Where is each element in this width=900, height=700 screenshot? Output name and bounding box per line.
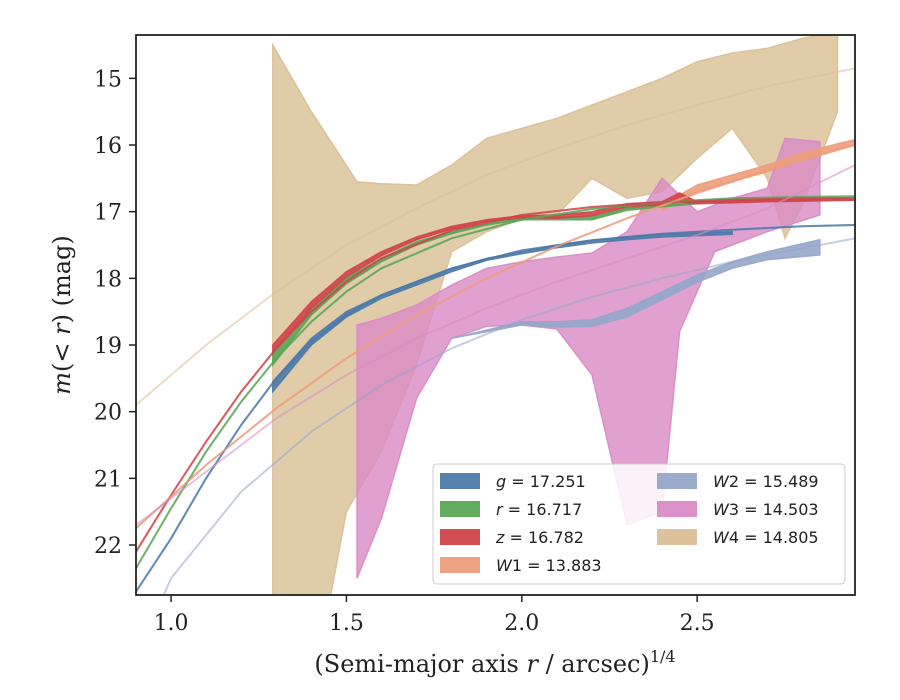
y-axis: 15 16 17 18 19 20 21 22 [94, 67, 136, 559]
fit-line-w4 [136, 67, 855, 406]
y-tick-label: 21 [94, 467, 122, 492]
x-axis-label: (Semi-major axis r / arcsec)1/4 [314, 647, 675, 678]
y-tick-label: 18 [94, 267, 122, 292]
fit-line-z [136, 197, 855, 553]
legend: g = 17.251 r = 16.717 z = 16.782 W1 = 13.88… [432, 463, 846, 585]
y-tick-label: 16 [94, 134, 122, 159]
legend-swatch-w4 [657, 529, 697, 545]
x-tick-label: 1.5 [329, 611, 364, 636]
plot-frame [135, 34, 856, 596]
x-tick-label: 2.5 [680, 611, 715, 636]
legend-label-w4: W4 = 14.805 [713, 528, 819, 547]
band-z [272, 192, 855, 356]
legend-label-r: r = 16.717 [496, 500, 582, 519]
y-tick-label: 17 [94, 201, 122, 226]
legend-swatch-w3 [657, 501, 697, 517]
y-tick-label: 19 [94, 334, 122, 359]
fit-line-w1 [136, 144, 855, 530]
legend-label-g: g = 17.251 [496, 472, 586, 491]
legend-swatch-r [440, 501, 480, 517]
y-axis-label: m(< r) (mag) [48, 235, 76, 395]
y-tick-label: 20 [94, 401, 122, 426]
legend-swatch-w2 [657, 473, 697, 489]
legend-swatch-z [440, 529, 480, 545]
x-axis: 1.0 1.5 2.0 2.5 [154, 595, 715, 636]
legend-label-w3: W3 = 14.503 [713, 500, 819, 519]
fit-lines [136, 67, 855, 595]
y-tick-label: 22 [94, 534, 122, 559]
legend-swatch-w1 [440, 557, 480, 573]
legend-label-w2: W2 = 15.489 [713, 472, 819, 491]
band-w2 [451, 238, 821, 340]
fit-line-w3 [136, 164, 855, 526]
legend-label-z: z = 16.782 [495, 528, 584, 547]
x-tick-label: 2.0 [504, 611, 539, 636]
legend-label-w1: W1 = 13.883 [496, 556, 602, 575]
fit-line-w2 [162, 237, 855, 595]
legend-frame [432, 463, 846, 585]
y-tick-label: 15 [94, 67, 122, 92]
x-tick-label: 1.0 [154, 611, 189, 636]
legend-swatch-g [440, 473, 480, 489]
